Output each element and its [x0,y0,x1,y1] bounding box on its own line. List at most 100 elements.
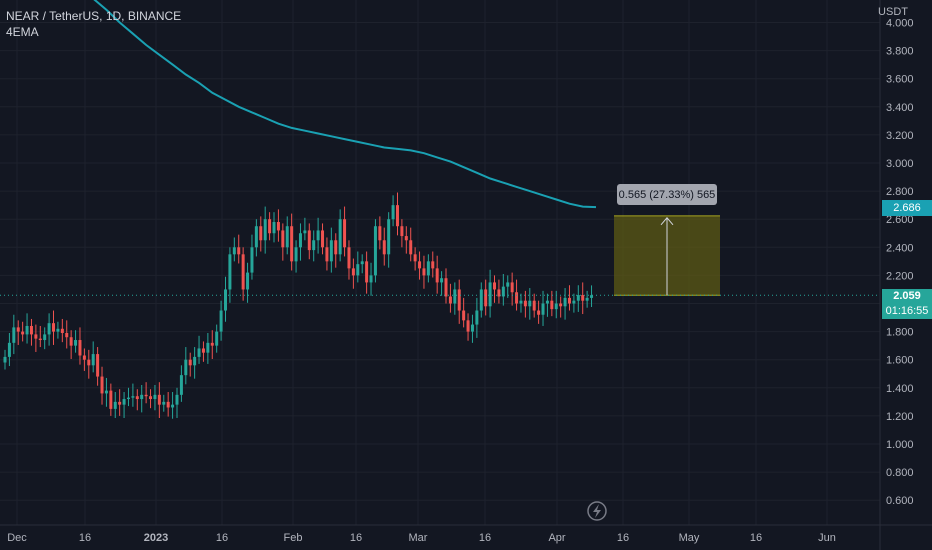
candle-body [537,310,541,315]
candle-body [166,401,170,408]
y-tick-label: 3.400 [886,102,914,114]
y-tick-label: 3.200 [886,130,914,142]
candle-body [559,303,563,307]
candle-body [246,272,250,290]
candle-body [479,289,483,311]
y-tick-label: 2.800 [886,186,914,198]
candle-body [104,390,108,394]
candle-body [285,226,289,248]
candle-body [572,300,576,304]
indicator-label[interactable]: 4EMA [6,25,39,39]
candle-body [193,356,197,366]
candle-body [497,289,501,297]
candle-body [321,230,325,248]
y-tick-label: 1.000 [886,439,914,451]
candle-body [12,327,16,343]
y-tick-label: 2.600 [886,214,914,226]
candle-body [444,278,448,297]
candle-body [457,289,461,311]
candle-body [179,375,183,395]
candle-body [91,354,95,366]
bar-countdown: 01:16:55 [885,305,929,317]
y-tick-label: 3.600 [886,74,914,86]
price-axis[interactable]: 4.000 3.800 3.600 3.400 3.200 3.000 2.800 2.600… [879,0,914,550]
candle-body [576,295,580,301]
candle-body [237,247,241,255]
candle-body [545,300,549,304]
x-tick-label: Apr [548,532,565,544]
x-tick-label: 16 [479,532,491,544]
candle-body [60,328,64,334]
candle-body [259,226,263,241]
candle-body [254,226,258,248]
last-price-value: 2.059 [893,290,921,302]
candle-body [391,205,395,220]
lightning-icon[interactable] [587,501,607,521]
candle-body [448,296,452,304]
price-range-measure[interactable]: 0.565 (27.33%) 565 [614,184,720,296]
candle-body [523,300,527,307]
candle-body [413,254,417,262]
candle-body [250,247,254,273]
candle-body [47,323,51,335]
candle-body [224,289,227,311]
chart-legend: NEAR / TetherUS, 1D, BINANCE 4EMA [6,8,181,40]
y-tick-label: 0.600 [886,495,914,507]
candle-body [422,268,426,276]
x-tick-label: 16 [216,532,228,544]
candle-body [52,323,56,332]
candle-body [69,337,73,346]
y-tick-label: 0.800 [886,467,914,479]
candle-body [307,230,311,251]
candle-body [135,396,139,400]
candle-body [312,240,316,251]
candle-body [210,342,214,346]
candle-body [365,261,369,283]
candle-body [440,278,444,283]
candle-body [453,289,457,304]
candle-body [382,240,386,255]
y-tick-label: 3.000 [886,158,914,170]
candle-body [462,310,466,321]
x-tick-label: 2023 [144,532,168,544]
last-price-tag: 2.059 01:16:55 [882,289,932,319]
candle-body [369,275,373,283]
candle-body [144,394,148,397]
candle-body [426,261,430,276]
x-tick-label: Dec [7,532,27,544]
candle-body [493,282,497,290]
candle-body [351,268,355,276]
candle-body [109,390,113,409]
candle-body [74,340,78,346]
x-tick-label: 16 [750,532,762,544]
candle-body [373,226,377,276]
candle-body [29,325,33,335]
candle-body [338,219,342,255]
candle-body [219,310,223,332]
candle-body [298,233,302,248]
x-tick-label: Feb [284,532,303,544]
candle-body [118,401,122,405]
measure-label: 0.565 (27.33%) 565 [619,189,716,201]
candle-body [56,328,60,332]
measure-arrowhead [660,217,674,226]
symbol-title[interactable]: NEAR / TetherUS, 1D, BINANCE [6,9,182,23]
candle-body [590,295,594,298]
candle-body [581,295,585,301]
currency-unit: USDT [878,6,908,18]
candle-body [550,300,554,310]
candle-body [475,310,479,325]
candlestick-series [3,192,594,419]
y-tick-label: 2.200 [886,270,914,282]
candle-body [153,394,157,400]
candle-body [585,297,589,301]
candle-body [131,396,135,398]
time-axis[interactable]: Dec 16 2023 16 Feb 16 Mar 16 Apr 16 May 16 Jun [0,524,932,544]
candle-body [7,342,11,357]
candle-body [206,342,210,353]
candle-body [268,219,272,234]
candle-body [65,333,69,338]
candle-body [325,247,329,262]
y-tick-label: 3.800 [886,46,914,58]
